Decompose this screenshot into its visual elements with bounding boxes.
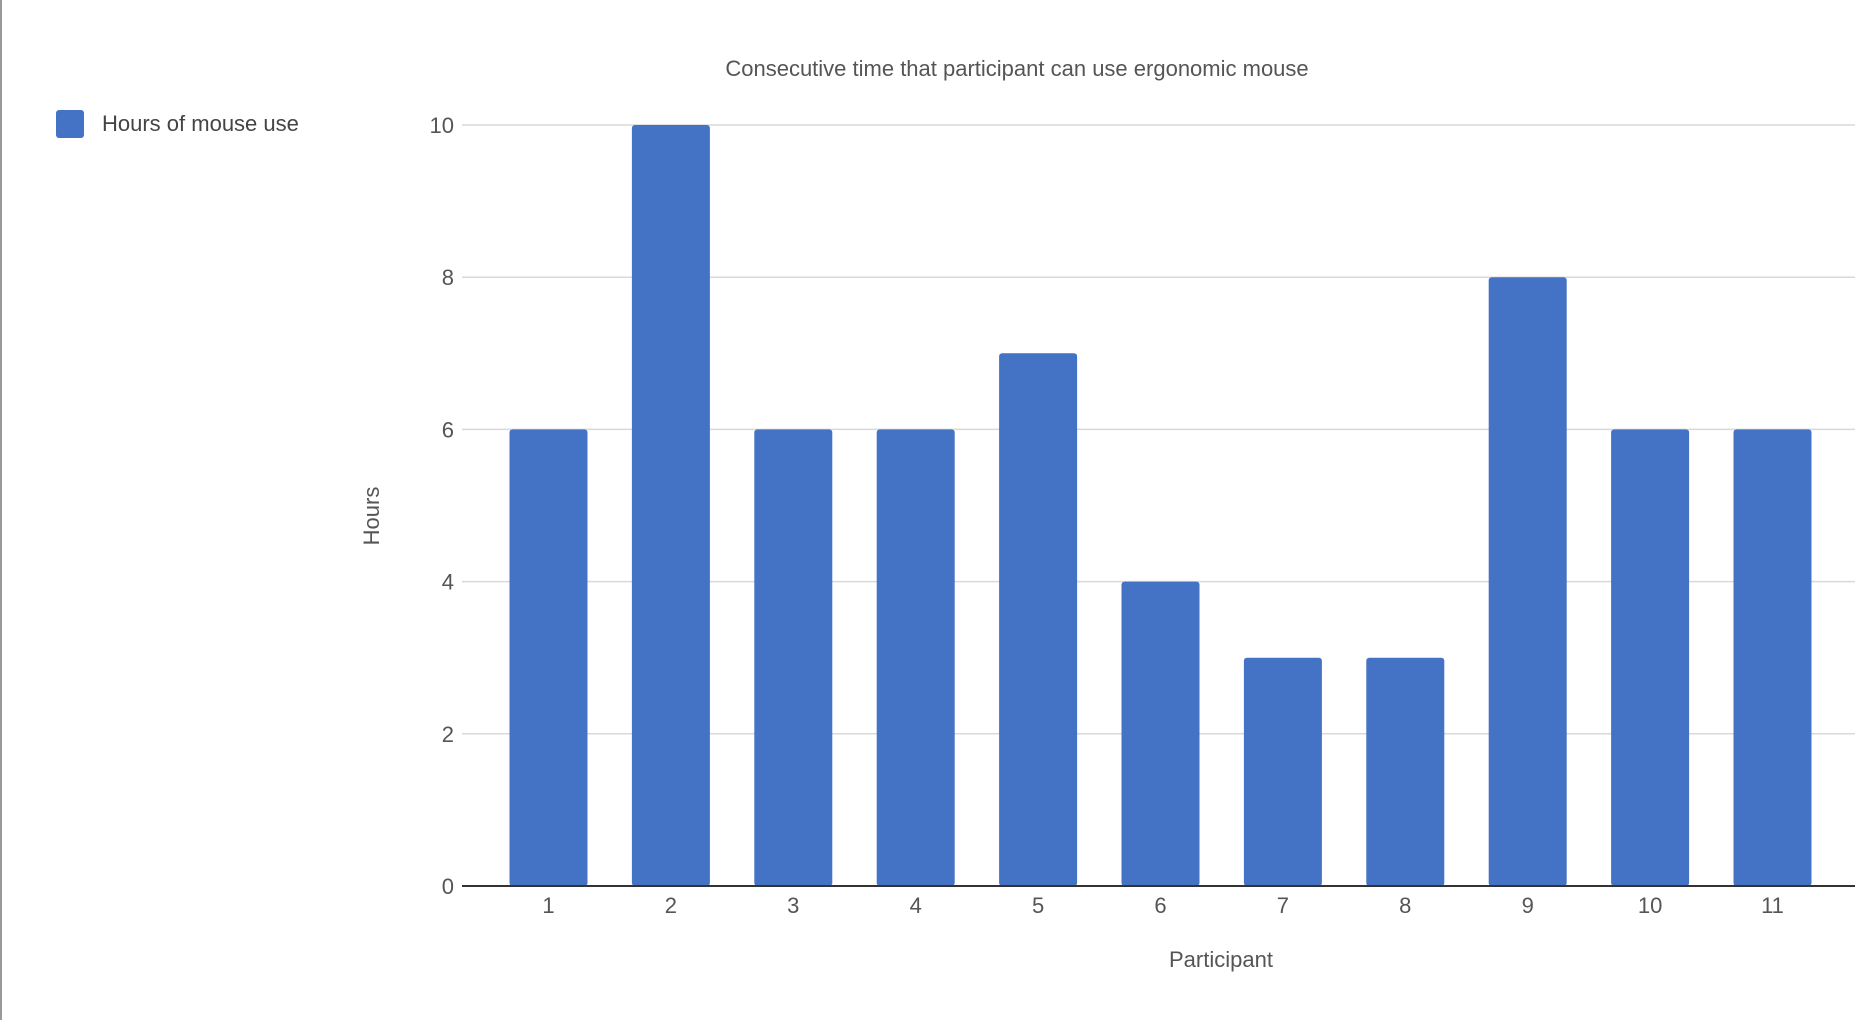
x-tick-label: 5 bbox=[1032, 893, 1044, 918]
y-tick-label: 10 bbox=[430, 113, 454, 138]
x-tick-label: 10 bbox=[1638, 893, 1662, 918]
bar-participant-7 bbox=[1243, 657, 1322, 886]
y-tick-label: 8 bbox=[442, 265, 454, 290]
x-tick-label: 8 bbox=[1399, 893, 1411, 918]
bar-participant-4 bbox=[876, 429, 955, 886]
x-tick-label: 2 bbox=[665, 893, 677, 918]
legend: Hours of mouse use bbox=[56, 110, 299, 138]
bar-participant-10 bbox=[1611, 429, 1690, 886]
x-tick-label: 1 bbox=[542, 893, 554, 918]
y-tick-label: 4 bbox=[442, 570, 454, 595]
legend-label: Hours of mouse use bbox=[102, 111, 299, 136]
y-tick-label: 0 bbox=[442, 874, 454, 899]
bar-participant-3 bbox=[754, 429, 833, 886]
bar-participant-6 bbox=[1121, 581, 1200, 886]
x-tick-label: 6 bbox=[1154, 893, 1166, 918]
bar-participant-8 bbox=[1366, 657, 1445, 886]
x-axis-label: Participant bbox=[1169, 947, 1273, 972]
y-tick-label: 6 bbox=[442, 417, 454, 442]
legend-swatch bbox=[56, 110, 84, 138]
bar-participant-5 bbox=[999, 353, 1078, 886]
chart-title: Consecutive time that participant can us… bbox=[725, 56, 1309, 81]
x-tick-label: 3 bbox=[787, 893, 799, 918]
x-tick-label: 9 bbox=[1522, 893, 1534, 918]
y-tick-label: 2 bbox=[442, 722, 454, 747]
bar-participant-1 bbox=[509, 429, 588, 886]
bar-participant-9 bbox=[1488, 277, 1567, 886]
x-tick-label: 7 bbox=[1277, 893, 1289, 918]
bar-participant-2 bbox=[631, 125, 710, 886]
x-tick-label: 11 bbox=[1761, 893, 1784, 918]
x-tick-label: 4 bbox=[910, 893, 922, 918]
bar-participant-11 bbox=[1733, 429, 1812, 886]
